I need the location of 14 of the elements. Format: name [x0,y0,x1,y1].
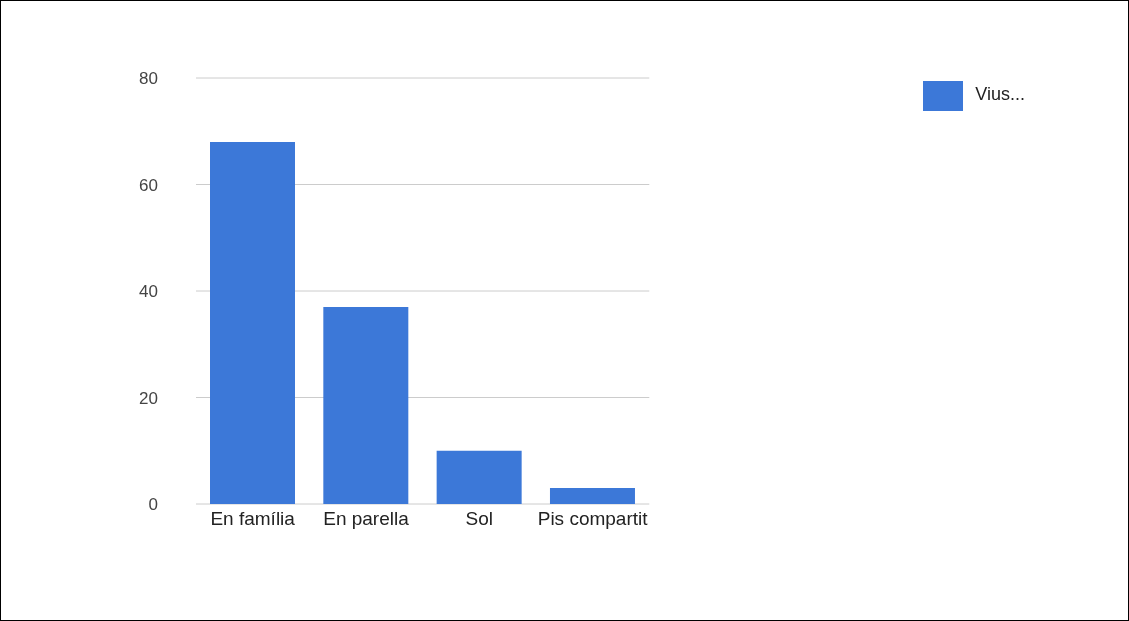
bar [323,306,409,504]
bar [436,450,522,504]
x-tick-label: En família [210,508,296,530]
bar [549,488,635,504]
y-tick-label: 20 [139,388,158,408]
y-tick-label: 40 [139,282,158,302]
y-tick-label: 0 [148,495,158,515]
bar [210,141,295,504]
x-tick-label: Pis compartit [537,508,649,530]
x-tick-label: En parella [323,508,410,530]
y-tick-label: 80 [139,69,158,89]
legend-label: Vius... [975,84,1025,105]
x-tick-label: Sol [465,508,494,530]
y-tick-label: 60 [139,175,158,195]
